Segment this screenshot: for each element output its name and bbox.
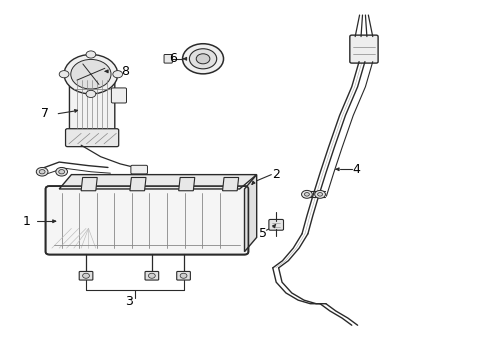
Polygon shape: [244, 175, 256, 252]
Circle shape: [59, 170, 64, 174]
Circle shape: [180, 273, 186, 278]
Polygon shape: [130, 177, 146, 191]
FancyBboxPatch shape: [65, 129, 119, 147]
FancyBboxPatch shape: [268, 220, 283, 230]
FancyBboxPatch shape: [145, 271, 158, 280]
Circle shape: [71, 59, 111, 89]
Polygon shape: [178, 177, 194, 191]
Text: 6: 6: [168, 52, 177, 65]
Circle shape: [59, 71, 69, 78]
Circle shape: [86, 90, 96, 98]
Text: 7: 7: [41, 107, 49, 120]
Circle shape: [196, 54, 209, 64]
Circle shape: [189, 49, 216, 69]
Polygon shape: [222, 177, 238, 191]
Circle shape: [148, 273, 155, 278]
Circle shape: [36, 167, 48, 176]
Text: 5: 5: [259, 226, 266, 239]
Text: 8: 8: [121, 65, 129, 78]
Text: 4: 4: [352, 163, 360, 176]
FancyBboxPatch shape: [69, 75, 115, 133]
FancyBboxPatch shape: [45, 186, 248, 255]
FancyBboxPatch shape: [349, 35, 377, 63]
Circle shape: [113, 71, 122, 78]
Circle shape: [314, 190, 325, 198]
FancyBboxPatch shape: [111, 88, 126, 103]
FancyBboxPatch shape: [176, 271, 190, 280]
Text: 3: 3: [125, 296, 133, 309]
Circle shape: [301, 190, 312, 198]
Circle shape: [182, 44, 223, 74]
Polygon shape: [81, 177, 97, 191]
Circle shape: [39, 170, 45, 174]
FancyBboxPatch shape: [131, 165, 147, 174]
Circle shape: [64, 54, 118, 94]
Circle shape: [317, 193, 322, 196]
Polygon shape: [59, 175, 256, 189]
FancyBboxPatch shape: [79, 271, 93, 280]
Circle shape: [86, 51, 96, 58]
Circle shape: [82, 273, 89, 278]
FancyBboxPatch shape: [163, 54, 172, 63]
Circle shape: [304, 193, 309, 196]
Text: 1: 1: [22, 215, 30, 228]
Text: 2: 2: [272, 168, 280, 181]
Circle shape: [56, 167, 67, 176]
